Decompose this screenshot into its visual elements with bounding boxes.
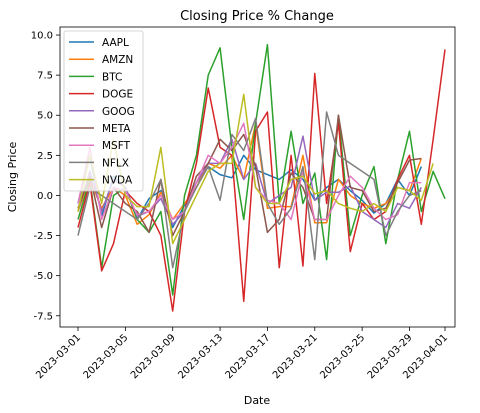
plot-frame: [59, 26, 456, 328]
legend: AAPL AMZN BTC DOGE GOOG META MSFT NFLX NVDA: [63, 30, 144, 192]
y-tick-label: -5.0: [33, 271, 53, 282]
y-tick-label: 0.0: [37, 191, 53, 202]
x-tick-label: 2023-03-17: [224, 332, 273, 381]
series-line-nvda: [77, 93, 434, 245]
series-line-doge: [77, 49, 446, 312]
x-tick-label: 2023-03-21: [271, 332, 320, 381]
series-line-btc: [77, 43, 446, 296]
y-tick-label: 10.0: [31, 31, 53, 42]
x-tick-label: 2023-03-01: [34, 332, 83, 381]
legend-label-doge: DOGE: [102, 89, 133, 101]
x-tick-label: 2023-03-05: [82, 332, 131, 381]
legend-label-goog: GOOG: [102, 106, 135, 118]
chart-title: Closing Price % Change: [180, 9, 334, 24]
x-axis-label: Date: [244, 394, 271, 407]
y-tick-label: -7.5: [33, 311, 53, 322]
legend-label-nflx: NFLX: [102, 157, 129, 169]
legend-label-msft: MSFT: [102, 140, 131, 152]
x-tick-label: 2023-03-13: [176, 332, 225, 381]
y-tick-label: 5.0: [37, 111, 53, 122]
legend-box: [63, 30, 144, 192]
legend-label-aapl: AAPL: [102, 37, 129, 49]
legend-label-amzn: AMZN: [102, 54, 133, 66]
series-line-msft: [77, 122, 422, 221]
x-axis: 2023-03-012023-03-052023-03-092023-03-13…: [34, 327, 450, 381]
plot-lines: [77, 43, 446, 312]
series-line-nflx: [77, 111, 422, 269]
y-axis-label: Closing Price: [6, 142, 19, 213]
legend-label-nvda: NVDA: [102, 175, 133, 187]
legend-label-btc: BTC: [102, 71, 122, 83]
y-tick-label: 7.5: [37, 71, 53, 82]
y-tick-label: -2.5: [33, 231, 53, 242]
x-tick-label: 2023-03-09: [129, 332, 178, 381]
legend-label-meta: META: [102, 123, 131, 135]
y-axis: -7.5 -5.0 -2.5 0.0 2.5 5.0 7.5 10.0: [31, 31, 60, 322]
y-tick-label: 2.5: [37, 151, 53, 162]
x-tick-label: 2023-03-25: [318, 332, 367, 381]
